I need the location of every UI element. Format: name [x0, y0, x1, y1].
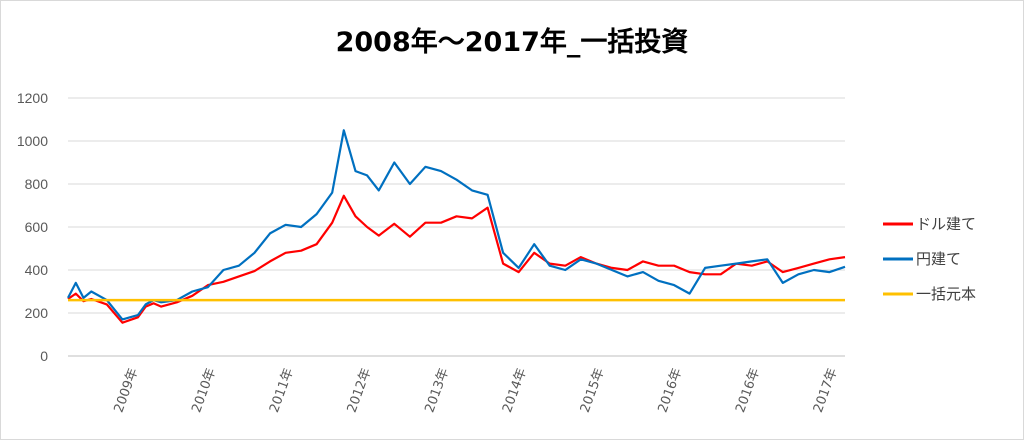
y-tick-label: 0 [40, 348, 48, 364]
y-tick-label: 200 [25, 305, 49, 321]
grid [68, 97, 845, 357]
legend-label: 円建て [916, 250, 961, 268]
x-tick-label: 2013年 [422, 366, 452, 414]
x-tick-label: 2014年 [500, 366, 530, 414]
legend-label: ドル建て [916, 215, 976, 233]
x-axis-ticks: 2009年 2010年 2011年 2012年 2013年 2014年 2015年 2016年… [112, 366, 841, 414]
x-tick-label: 2012年 [345, 366, 375, 414]
x-tick-label: 2011年 [267, 366, 297, 414]
x-tick-label: 2017年 [811, 366, 841, 414]
x-tick-label: 2015年 [578, 366, 608, 414]
y-tick-label: 1000 [17, 133, 48, 149]
y-tick-label: 600 [25, 219, 49, 235]
x-tick-label: 2010年 [189, 366, 219, 414]
y-tick-label: 400 [25, 262, 49, 278]
series-line [67, 129, 846, 321]
x-tick-label: 2016年 [655, 366, 685, 414]
series-lines [67, 129, 846, 324]
y-tick-label: 800 [25, 176, 49, 192]
y-axis-ticks: 0 200 400 600 800 1000 1200 [17, 90, 48, 364]
chart-title: 2008年～2017年_一括投資 [335, 27, 689, 58]
x-tick-label: 2009年 [112, 366, 142, 414]
series-line [67, 194, 846, 324]
legend-label: 一括元本 [916, 285, 976, 303]
x-tick-label: 2016年 [733, 366, 763, 414]
y-tick-label: 1200 [17, 90, 48, 106]
